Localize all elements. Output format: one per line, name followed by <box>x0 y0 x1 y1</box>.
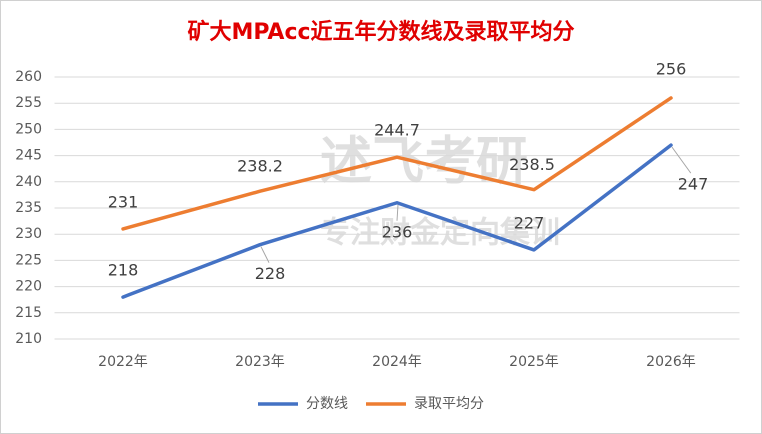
data-label: 231 <box>108 192 139 211</box>
data-label: 236 <box>382 222 413 241</box>
y-tick-label: 230 <box>15 226 42 242</box>
legend-label: 分数线 <box>306 396 348 412</box>
chart-title: 矿大MPAcc近五年分数线及录取平均分 <box>187 19 574 45</box>
y-tick-label: 260 <box>15 69 42 85</box>
x-tick-label: 2026年 <box>646 354 696 370</box>
x-tick-label: 2025年 <box>509 354 559 370</box>
leader-line <box>260 246 270 263</box>
x-tick-label: 2024年 <box>372 354 422 370</box>
y-tick-label: 250 <box>15 121 42 137</box>
data-label: 244.7 <box>374 121 420 140</box>
leader-line <box>396 204 399 221</box>
data-label: 247 <box>678 175 709 194</box>
legend-label: 录取平均分 <box>414 396 484 412</box>
y-tick-label: 235 <box>15 200 42 216</box>
data-label: 256 <box>656 59 687 78</box>
x-tick-label: 2023年 <box>235 354 285 370</box>
y-tick-label: 210 <box>15 331 42 347</box>
y-tick-label: 240 <box>15 174 42 190</box>
data-label: 218 <box>108 261 139 280</box>
y-tick-label: 225 <box>15 252 42 268</box>
series-line <box>121 143 673 299</box>
series-line <box>121 96 673 231</box>
y-tick-label: 220 <box>15 279 42 295</box>
data-label: 238.2 <box>237 157 283 176</box>
y-tick-label: 255 <box>15 95 42 111</box>
leader-line <box>671 146 692 174</box>
data-label: 228 <box>255 264 286 283</box>
x-tick-label: 2022年 <box>98 354 148 370</box>
data-label: 227 <box>514 213 545 232</box>
data-label: 238.5 <box>509 155 555 174</box>
y-tick-label: 245 <box>15 148 42 164</box>
y-tick-label: 215 <box>15 305 42 321</box>
